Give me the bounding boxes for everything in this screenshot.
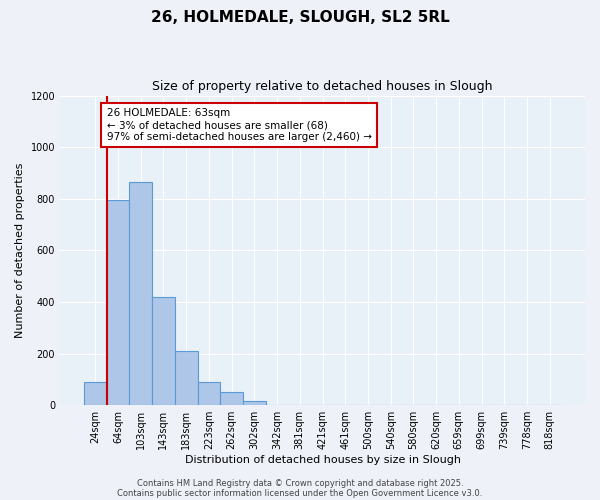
Bar <box>197 382 220 405</box>
Y-axis label: Number of detached properties: Number of detached properties <box>15 162 25 338</box>
Bar <box>243 402 266 405</box>
Bar <box>107 200 130 405</box>
Bar <box>84 382 107 405</box>
Text: 26 HOLMEDALE: 63sqm
← 3% of detached houses are smaller (68)
97% of semi-detache: 26 HOLMEDALE: 63sqm ← 3% of detached hou… <box>107 108 371 142</box>
Bar <box>152 297 175 405</box>
Bar <box>130 182 152 405</box>
Text: Contains public sector information licensed under the Open Government Licence v3: Contains public sector information licen… <box>118 488 482 498</box>
Bar <box>220 392 243 405</box>
X-axis label: Distribution of detached houses by size in Slough: Distribution of detached houses by size … <box>185 455 461 465</box>
Text: 26, HOLMEDALE, SLOUGH, SL2 5RL: 26, HOLMEDALE, SLOUGH, SL2 5RL <box>151 10 449 25</box>
Bar <box>175 351 197 405</box>
Title: Size of property relative to detached houses in Slough: Size of property relative to detached ho… <box>152 80 493 93</box>
Text: Contains HM Land Registry data © Crown copyright and database right 2025.: Contains HM Land Registry data © Crown c… <box>137 478 463 488</box>
